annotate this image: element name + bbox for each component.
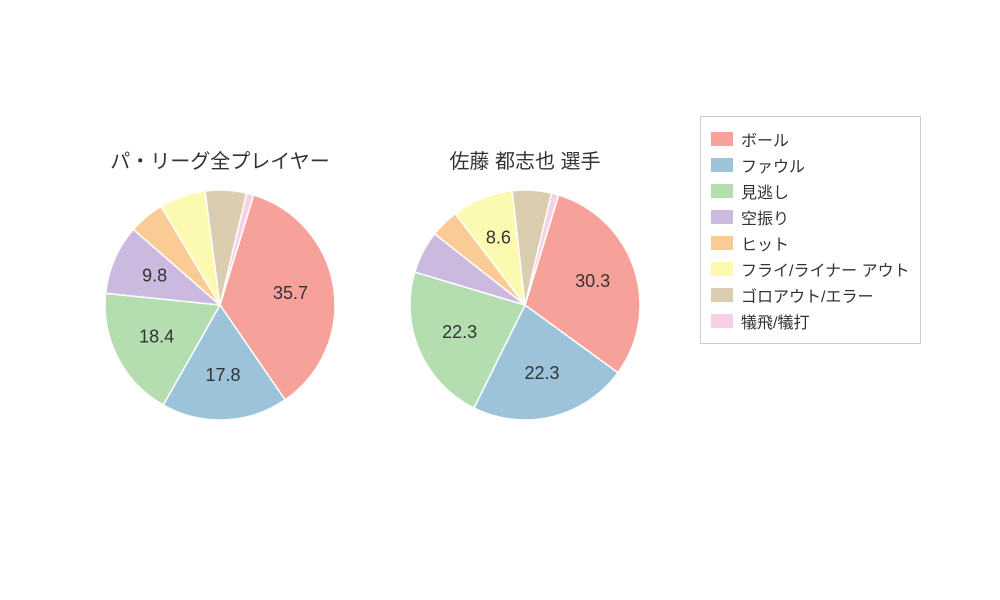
legend-item: 見逃し bbox=[711, 179, 910, 203]
legend-item: 犠飛/犠打 bbox=[711, 309, 910, 333]
legend-item: ゴロアウト/エラー bbox=[711, 283, 910, 307]
legend-label: 見逃し bbox=[741, 179, 789, 203]
pie-player-svg: 30.3 22.3 22.3 8.6 bbox=[404, 184, 646, 426]
pie-league-title: パ・リーグ全プレイヤー bbox=[99, 145, 341, 174]
legend-item: フライ/ライナー アウト bbox=[711, 257, 910, 281]
slice-label: 22.3 bbox=[524, 363, 559, 383]
legend-swatch bbox=[711, 314, 733, 328]
legend-item: 空振り bbox=[711, 205, 910, 229]
legend-label: ゴロアウト/エラー bbox=[741, 283, 873, 307]
legend-item: ヒット bbox=[711, 231, 910, 255]
pie-player-title: 佐藤 都志也 選手 bbox=[404, 145, 646, 174]
slice-label: 35.7 bbox=[273, 283, 308, 303]
legend-swatch bbox=[711, 262, 733, 276]
legend-item: ボール bbox=[711, 127, 910, 151]
legend-swatch bbox=[711, 184, 733, 198]
slice-label: 8.6 bbox=[486, 228, 511, 248]
slice-label: 18.4 bbox=[139, 326, 174, 346]
legend-label: フライ/ライナー アウト bbox=[741, 257, 910, 281]
chart-stage: パ・リーグ全プレイヤー 35.7 17.8 18.4 9.8 佐藤 都志也 選手 30… bbox=[0, 0, 1000, 600]
legend-swatch bbox=[711, 132, 733, 146]
legend-label: ボール bbox=[741, 127, 789, 151]
legend-label: 空振り bbox=[741, 205, 789, 229]
legend: ボールファウル見逃し空振りヒットフライ/ライナー アウトゴロアウト/エラー犠飛/… bbox=[700, 116, 921, 344]
pie-league: パ・リーグ全プレイヤー 35.7 17.8 18.4 9.8 bbox=[99, 145, 341, 431]
slice-label: 17.8 bbox=[206, 365, 241, 385]
pie-league-svg: 35.7 17.8 18.4 9.8 bbox=[99, 184, 341, 426]
pie-player: 佐藤 都志也 選手 30.3 22.3 22.3 8.6 bbox=[404, 145, 646, 431]
slice-label: 9.8 bbox=[142, 265, 167, 285]
legend-swatch bbox=[711, 288, 733, 302]
legend-label: ファウル bbox=[741, 153, 805, 177]
legend-label: 犠飛/犠打 bbox=[741, 309, 809, 333]
slice-label: 30.3 bbox=[575, 271, 610, 291]
legend-swatch bbox=[711, 210, 733, 224]
legend-label: ヒット bbox=[741, 231, 789, 255]
slice-label: 22.3 bbox=[442, 322, 477, 342]
legend-swatch bbox=[711, 236, 733, 250]
legend-swatch bbox=[711, 158, 733, 172]
legend-item: ファウル bbox=[711, 153, 910, 177]
